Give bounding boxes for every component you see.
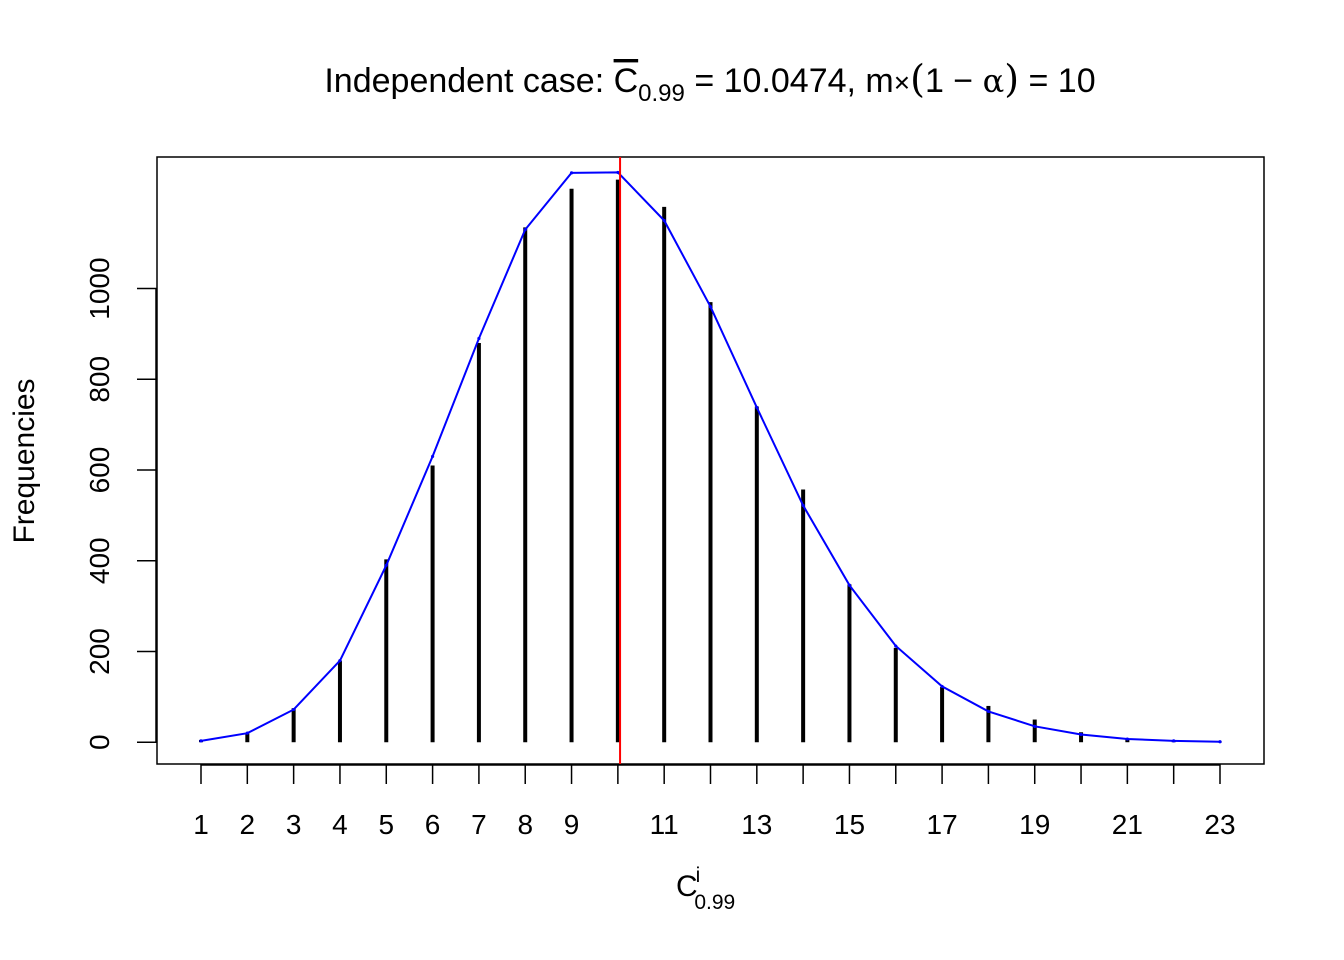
title-times: ×	[894, 67, 910, 98]
x-tick-label: 9	[564, 809, 580, 840]
x-tick-label: 5	[378, 809, 394, 840]
line-point	[1172, 739, 1176, 743]
line-point	[1218, 740, 1222, 744]
title-alpha: α	[983, 62, 1005, 100]
title-eq2: = 10	[1019, 62, 1096, 100]
title-one-minus: 1 −	[925, 62, 983, 100]
bar-series	[199, 179, 1222, 743]
line-point	[1125, 737, 1129, 741]
x-label-letter: C	[676, 870, 698, 903]
line-point	[801, 503, 805, 508]
line-point	[477, 336, 481, 341]
x-tick-label: 23	[1204, 809, 1235, 840]
y-axis: 0 200 400 600 800 1000	[84, 257, 157, 750]
x-axis: 1 2 3 4 5 6 7 8 9 11 13 15 17 19 21 23	[193, 764, 1236, 840]
y-tick-label: 200	[84, 628, 115, 675]
line-point	[199, 739, 203, 743]
title-paren-open: (	[910, 57, 925, 101]
y-tick-label: 1000	[84, 257, 115, 319]
x-tick-label: 2	[240, 809, 256, 840]
chart-title: Independent case: C0.99 = 10.0474, m×(1 …	[324, 57, 1095, 107]
x-tick-label: 4	[332, 809, 348, 840]
x-tick-label: 15	[834, 809, 865, 840]
line-point	[847, 583, 852, 587]
y-tick-label: 800	[84, 356, 115, 403]
x-tick-label: 19	[1019, 809, 1050, 840]
x-tick-label: 1	[193, 809, 209, 840]
title-prefix: Independent case:	[324, 62, 613, 100]
line-point	[1033, 724, 1037, 728]
x-tick-label: 17	[927, 809, 958, 840]
line-point	[569, 171, 574, 175]
line-point	[338, 658, 342, 663]
title-paren-close: )	[1004, 57, 1019, 101]
line-series	[199, 170, 1222, 744]
x-axis-label: Ci 0.99	[676, 864, 735, 914]
line-point	[708, 305, 713, 309]
x-tick-label: 13	[741, 809, 772, 840]
x-tick-label: 7	[471, 809, 487, 840]
x-label-sup: i	[696, 864, 701, 887]
x-tick-label: 11	[650, 809, 679, 840]
line-point	[384, 563, 388, 567]
line-point	[940, 684, 944, 689]
line-point	[986, 709, 991, 713]
title-cbar-sub: 0.99	[638, 80, 685, 107]
y-tick-label: 600	[84, 447, 115, 494]
line-point	[430, 454, 435, 459]
line-point	[662, 218, 666, 223]
line-point	[1079, 732, 1083, 737]
line-point	[292, 707, 296, 712]
line-point	[755, 405, 759, 410]
x-tick-label: 8	[517, 809, 533, 840]
x-tick-label: 21	[1112, 809, 1143, 840]
x-label-sub: 0.99	[694, 891, 735, 914]
line-point	[523, 227, 527, 232]
line-point	[245, 731, 249, 735]
x-tick-label: 3	[286, 809, 302, 840]
y-tick-label: 0	[84, 734, 115, 750]
y-tick-label: 400	[84, 537, 115, 584]
line-point	[894, 644, 898, 648]
title-cbar-letter: C	[614, 62, 639, 100]
x-tick-label: 6	[425, 809, 441, 840]
line-point	[616, 170, 620, 175]
y-axis-label: Frequencies	[8, 378, 41, 543]
title-eq1: = 10.0474, m	[685, 62, 894, 100]
